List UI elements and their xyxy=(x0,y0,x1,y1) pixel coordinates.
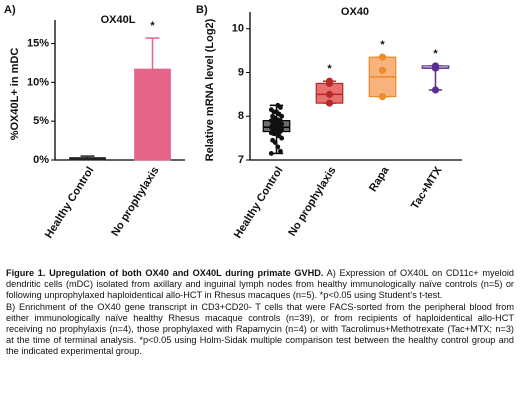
data-point xyxy=(275,144,281,150)
data-point xyxy=(325,99,334,107)
caption: Figure 1. Upregulation of both OX40 and … xyxy=(6,268,514,358)
y-axis-label: %OX40L+ in mDC xyxy=(9,48,21,141)
significance-mark: * xyxy=(150,20,155,32)
data-point xyxy=(268,107,274,113)
y-axis-label: Relative mRNA level (Log2) xyxy=(204,18,216,161)
data-point xyxy=(270,137,275,143)
y-tick-label: 0% xyxy=(33,154,49,166)
data-point xyxy=(278,148,283,154)
y-tick-label: 15% xyxy=(27,37,49,49)
significance-mark: * xyxy=(433,48,438,60)
bar xyxy=(69,157,106,161)
y-tick-label: 5% xyxy=(33,115,49,127)
y-tick-label: 10 xyxy=(232,23,244,35)
data-point xyxy=(275,102,281,108)
x-tick-label: No prophylaxis xyxy=(109,165,161,239)
caption-text: A) Expression of OX40L on CD11c+ myeloid… xyxy=(6,268,514,301)
data-point xyxy=(268,118,274,124)
x-tick-label: Healthy Control xyxy=(43,165,97,241)
y-tick-label: 10% xyxy=(27,76,49,88)
y-tick-label: 7 xyxy=(238,154,244,166)
data-point xyxy=(431,86,440,94)
x-tick-label: No prophylaxis xyxy=(286,165,338,239)
chart-title: OX40L xyxy=(101,14,136,26)
data-point xyxy=(431,62,440,70)
significance-mark: * xyxy=(380,39,385,51)
data-point xyxy=(325,77,334,85)
data-point xyxy=(378,66,387,74)
chart-title: OX40 xyxy=(341,6,369,18)
data-point xyxy=(268,151,274,156)
x-tick-label: Healthy Control xyxy=(232,165,286,241)
panel-label: B) xyxy=(196,4,208,16)
caption-title: Figure 1. Upregulation of both OX40 and … xyxy=(6,268,324,278)
bar xyxy=(134,68,171,161)
panel-label: A) xyxy=(4,4,16,16)
y-tick-label: 8 xyxy=(238,110,244,122)
caption-a: Figure 1. Upregulation of both OX40 and … xyxy=(6,268,514,302)
x-tick-label: Tac+MTX xyxy=(409,164,445,211)
data-point xyxy=(378,92,387,101)
significance-mark: * xyxy=(327,63,332,75)
data-point xyxy=(270,113,275,119)
y-tick-label: 9 xyxy=(238,66,244,78)
x-tick-label: Rapa xyxy=(367,164,392,194)
data-point xyxy=(325,90,334,98)
data-point xyxy=(378,53,387,61)
figure: A) B) OX40L %OX40L+ in mDC 0% 5% 10% 15% Healt… xyxy=(4,4,462,241)
caption-b: B) Enrichment of the OX40 gene transcrip… xyxy=(6,301,514,357)
